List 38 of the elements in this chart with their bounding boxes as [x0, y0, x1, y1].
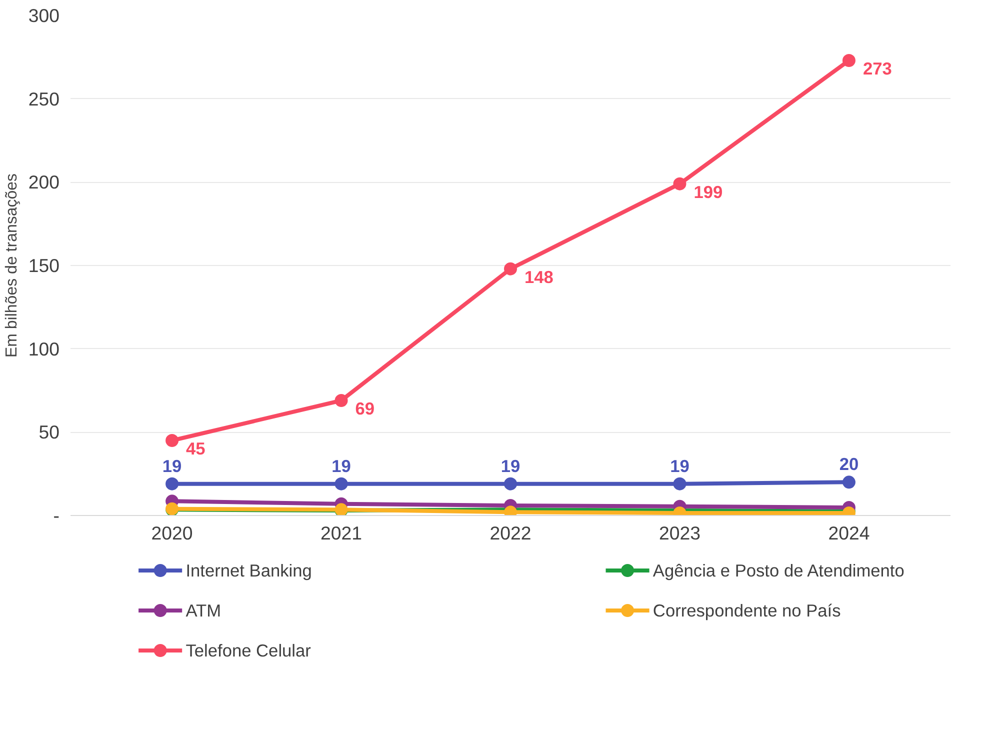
x-tick-label: 2022 [490, 522, 532, 544]
y-tick-label: 300 [28, 5, 60, 26]
point [842, 54, 856, 67]
legend-label: Internet Banking [186, 560, 312, 580]
point [673, 177, 686, 190]
legend-label: Telefone Celular [186, 640, 312, 660]
point [334, 394, 348, 407]
point [673, 477, 686, 490]
point [842, 476, 856, 489]
y-tick-label: - [53, 505, 60, 526]
point [166, 434, 179, 447]
data-label: 199 [694, 182, 723, 202]
data-label: 19 [670, 456, 690, 476]
data-label: 19 [500, 456, 520, 476]
point [504, 262, 517, 276]
x-tick-label: 2024 [828, 522, 870, 544]
legend-label: Correspondente no País [652, 600, 842, 620]
y-tick-label: 200 [28, 172, 60, 193]
data-label: 19 [162, 456, 182, 476]
data-label: 20 [839, 454, 859, 474]
y-tick-label: 50 [38, 422, 60, 443]
y-tick-label: 250 [28, 88, 60, 110]
point [334, 477, 348, 490]
data-label: 45 [186, 438, 206, 458]
data-label: 69 [355, 398, 375, 418]
x-tick-label: 2020 [151, 522, 193, 544]
y-axis-title: Em bilhões de transações [3, 173, 20, 358]
point [504, 477, 517, 490]
y-tick-label: 100 [28, 338, 60, 360]
y-tick-label: 150 [28, 255, 60, 276]
data-label: 148 [524, 266, 554, 287]
legend-label: Agência e Posto de Atendimento [652, 560, 904, 580]
data-label: 273 [862, 58, 892, 78]
x-tick-label: 2023 [658, 522, 700, 544]
x-tick-label: 2021 [320, 522, 362, 544]
data-label: 19 [332, 456, 351, 476]
point [166, 477, 179, 490]
legend-label: ATM [186, 600, 222, 620]
